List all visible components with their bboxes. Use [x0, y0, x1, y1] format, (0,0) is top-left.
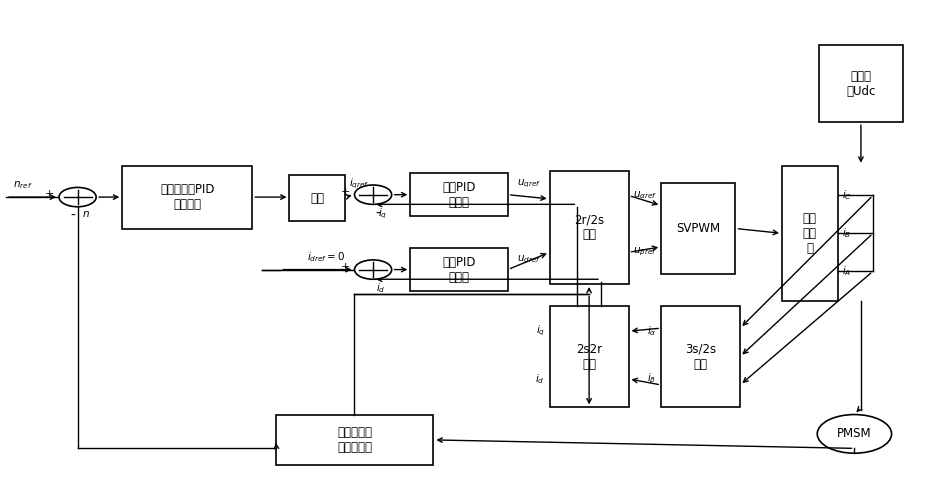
Text: 限幅: 限幅 — [310, 192, 324, 205]
Bar — [661, 183, 735, 275]
Text: +: + — [340, 261, 350, 272]
Text: $i_d$: $i_d$ — [536, 372, 545, 386]
Bar — [122, 166, 253, 228]
Text: $i_\beta$: $i_\beta$ — [647, 372, 656, 386]
Text: $i_A$: $i_A$ — [843, 264, 852, 278]
Text: $i_d$: $i_d$ — [376, 282, 386, 295]
Text: $n_{ref}$: $n_{ref}$ — [12, 179, 32, 191]
Text: PMSM: PMSM — [837, 427, 871, 440]
Text: $i_{qref}$: $i_{qref}$ — [349, 177, 369, 191]
Text: +: + — [45, 189, 54, 199]
Bar — [276, 415, 433, 465]
Bar — [819, 45, 903, 122]
Text: $n$: $n$ — [82, 209, 90, 219]
Text: 位置和转速
信号处理器: 位置和转速 信号处理器 — [337, 426, 372, 454]
Circle shape — [59, 188, 96, 207]
Text: 电流PID
调节器: 电流PID 调节器 — [443, 256, 475, 283]
Text: $u_{qref}$: $u_{qref}$ — [516, 177, 541, 190]
Text: +: + — [340, 187, 350, 197]
Circle shape — [354, 185, 391, 204]
Text: $i_q$: $i_q$ — [377, 207, 387, 221]
Text: $i_{dref}=0$: $i_{dref}=0$ — [307, 250, 345, 264]
Text: 2s2r
变换: 2s2r 变换 — [576, 343, 602, 370]
Text: $i_C$: $i_C$ — [843, 189, 852, 202]
Text: $i_\alpha$: $i_\alpha$ — [647, 324, 656, 338]
Text: 电流PID
调节器: 电流PID 调节器 — [443, 181, 475, 208]
Text: $u_{dref}$: $u_{dref}$ — [516, 253, 541, 265]
Text: -: - — [376, 207, 381, 221]
Text: $u_{\alpha ref}$: $u_{\alpha ref}$ — [633, 190, 658, 201]
Bar — [410, 248, 508, 291]
Text: $u_{\beta ref}$: $u_{\beta ref}$ — [633, 246, 657, 259]
Bar — [782, 166, 838, 301]
Bar — [410, 173, 508, 216]
Bar — [550, 171, 628, 284]
Text: 速度分段式PID
控制单元: 速度分段式PID 控制单元 — [160, 183, 214, 211]
Text: 三相
逆变
器: 三相 逆变 器 — [802, 212, 816, 255]
Circle shape — [817, 415, 892, 453]
Bar — [290, 175, 345, 221]
Circle shape — [354, 260, 391, 279]
Text: -: - — [71, 209, 75, 223]
Bar — [550, 306, 628, 407]
Text: SVPWM: SVPWM — [677, 222, 720, 235]
Text: $i_q$: $i_q$ — [536, 324, 545, 338]
Text: 2r/2s
变换: 2r/2s 变换 — [574, 213, 604, 241]
Text: 直流电
源Udc: 直流电 源Udc — [846, 69, 875, 98]
Bar — [661, 306, 740, 407]
Text: $i_B$: $i_B$ — [843, 226, 852, 240]
Text: 3s/2s
变换: 3s/2s 变换 — [685, 343, 716, 370]
